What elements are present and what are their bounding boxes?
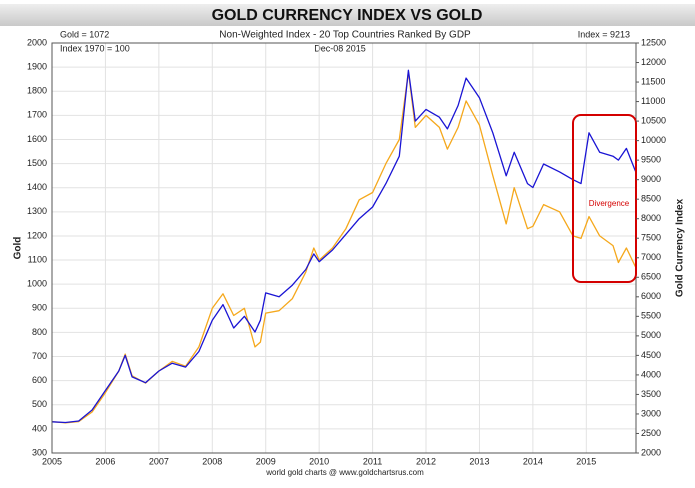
y2-tick-label: 10000 — [641, 135, 666, 145]
annotation: Divergence — [589, 199, 630, 208]
x-tick-label: 2015 — [576, 456, 596, 466]
y-tick-label: 600 — [32, 375, 47, 385]
x-tick-label: 2007 — [149, 456, 169, 466]
y2-tick-label: 11500 — [641, 76, 665, 86]
x-tick-label: 2008 — [202, 456, 222, 466]
y-tick-label: 1200 — [27, 230, 47, 240]
y-tick-label: 500 — [32, 399, 47, 409]
chart-title: GOLD CURRENCY INDEX VS GOLD — [212, 7, 483, 24]
header-note: Index 1970 = 100 — [60, 43, 130, 53]
y-tick-label: 800 — [32, 327, 47, 337]
header-note: Index = 9213 — [578, 29, 630, 39]
y2-tick-label: 3000 — [641, 408, 661, 418]
y2-tick-label: 5000 — [641, 330, 661, 340]
y2-tick-label: 12000 — [641, 57, 666, 67]
y2-tick-label: 4500 — [641, 350, 661, 360]
x-tick-label: 2005 — [42, 456, 62, 466]
header-note: Dec-08 2015 — [314, 43, 366, 53]
x-tick-label: 2014 — [523, 456, 543, 466]
y-tick-label: 900 — [32, 303, 47, 313]
y-tick-label: 2000 — [27, 37, 47, 47]
y2-tick-label: 8000 — [641, 213, 661, 223]
y2-tick-label: 7000 — [641, 252, 661, 262]
y2-axis-label: Gold Currency Index — [675, 198, 686, 297]
y-axis-label: Gold — [13, 237, 24, 260]
y-tick-label: 1400 — [27, 182, 47, 192]
x-tick-label: 2012 — [416, 456, 436, 466]
header-note: Gold = 1072 — [60, 29, 109, 39]
y2-tick-label: 3500 — [641, 389, 661, 399]
x-tick-label: 2006 — [95, 456, 115, 466]
y2-tick-label: 8500 — [641, 194, 661, 204]
plot-frame — [51, 42, 637, 454]
y-tick-label: 1100 — [28, 254, 47, 264]
title-bar — [0, 4, 695, 26]
data-line — [51, 69, 637, 424]
y2-tick-label: 9500 — [641, 155, 661, 165]
y-tick-label: 1700 — [27, 110, 47, 120]
source: world gold charts @ www.goldchartsrus.co… — [265, 468, 424, 477]
y-tick-label: 1800 — [27, 86, 47, 96]
x-tick-label: 2011 — [363, 456, 382, 466]
y2-tick-label: 10500 — [641, 115, 666, 125]
divergence-box — [572, 114, 637, 283]
x-tick-label: 2013 — [469, 456, 489, 466]
y-tick-label: 1900 — [27, 61, 47, 71]
y2-tick-label: 6500 — [641, 272, 661, 282]
y2-tick-label: 5500 — [641, 311, 661, 321]
lines — [51, 69, 637, 424]
y-tick-label: 1000 — [27, 279, 47, 289]
chart-subtitle: Non-Weighted Index - 20 Top Countries Ra… — [219, 30, 471, 41]
y2-tick-label: 2000 — [641, 447, 661, 457]
y2-tick-label: 4000 — [641, 369, 661, 379]
y2-tick-label: 6000 — [641, 291, 661, 301]
y-tick-label: 300 — [32, 447, 47, 457]
y-tick-label: 1600 — [27, 134, 47, 144]
y-tick-label: 1500 — [27, 158, 47, 168]
y2-tick-label: 9000 — [641, 174, 661, 184]
data-line — [51, 71, 637, 424]
grid — [51, 42, 636, 454]
y2-tick-label: 2500 — [641, 428, 661, 438]
y-tick-label: 700 — [32, 351, 47, 361]
y-tick-label: 1300 — [27, 206, 47, 216]
y-tick-label: 400 — [32, 423, 47, 433]
y2-tick-label: 11000 — [641, 96, 665, 106]
x-tick-label: 2009 — [256, 456, 276, 466]
y2-tick-label: 7500 — [641, 233, 661, 243]
y2-tick-label: 12500 — [641, 37, 666, 47]
x-tick-label: 2010 — [309, 456, 329, 466]
